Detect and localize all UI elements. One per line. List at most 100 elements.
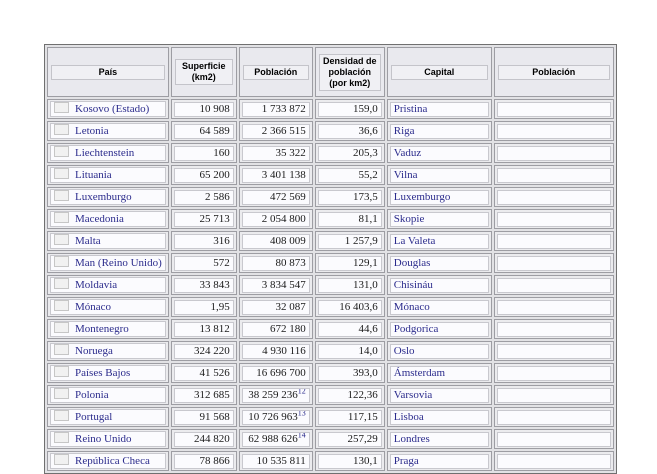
densidad-value: 205,3 (317, 145, 382, 161)
capital-cell: Luxemburgo (386, 187, 492, 207)
country-link[interactable]: Letonia (75, 125, 109, 137)
country-link[interactable]: Países Bajos (75, 367, 131, 379)
capital-link[interactable]: La Valeta (393, 234, 436, 247)
capital-cell: Podgorica (386, 319, 492, 339)
superficie-value: 316 (173, 233, 234, 249)
column-header-capital-label: Capital (390, 64, 488, 80)
table-row: Países Bajos 41 526 16 696 700 393,0 Áms… (47, 363, 614, 383)
capital-link[interactable]: Ámsterdam (393, 366, 446, 379)
poblacion-value: 2 366 515 (241, 123, 310, 139)
superficie-value: 160 (173, 145, 234, 161)
country-link[interactable]: Macedonia (75, 213, 124, 225)
capital-cell: Skopie (386, 209, 492, 229)
table-row: Macedonia 25 713 2 054 800 81,1 Skopie (47, 209, 614, 229)
poblacion2-cell (493, 275, 614, 295)
poblacion2-value (496, 343, 611, 359)
capital-link[interactable]: Pristina (393, 102, 428, 115)
capital-link[interactable]: Lisboa (393, 410, 424, 423)
country-link[interactable]: Luxemburgo (75, 191, 132, 203)
capital-link[interactable]: Oslo (393, 344, 415, 357)
capital-link[interactable]: Riga (393, 124, 415, 137)
capital-cell: Lisboa (386, 407, 492, 427)
pais-cell: República Checa (47, 451, 169, 471)
poblacion-number: 672 180 (270, 322, 306, 335)
capital-link[interactable]: Vilna (393, 168, 418, 181)
densidad-cell: 131,0 (314, 275, 385, 295)
poblacion-cell: 62 988 62614 (238, 429, 313, 449)
poblacion2-value (496, 167, 611, 183)
poblacion2-value (496, 255, 611, 271)
poblacion-number: 10 726 963 (248, 410, 298, 423)
country-link[interactable]: Noruega (75, 345, 113, 357)
superficie-cell: 33 843 (170, 275, 237, 295)
capital-cell: Chisináu (386, 275, 492, 295)
densidad-value: 44,6 (317, 321, 382, 337)
country-link[interactable]: Montenegro (75, 323, 129, 335)
country-link[interactable]: República Checa (75, 455, 150, 467)
capital-link[interactable]: Luxemburgo (393, 190, 451, 203)
country-link[interactable]: Polonia (75, 389, 109, 401)
country-link[interactable]: Liechtenstein (75, 147, 135, 159)
capital-link[interactable]: Vaduz (393, 146, 422, 159)
country-link[interactable]: Portugal (75, 411, 113, 423)
densidad-value: 16 403,6 (317, 299, 382, 315)
footnote-ref-link[interactable]: 12 (297, 387, 306, 395)
poblacion-cell: 10 535 811 (238, 451, 313, 471)
capital-link[interactable]: Londres (393, 432, 430, 445)
country-link[interactable]: Mónaco (75, 301, 112, 313)
table-row: Polonia 312 685 38 259 23612 122,36 Vars… (47, 385, 614, 405)
country-link[interactable]: Lituania (75, 169, 112, 181)
capital-link[interactable]: Varsovia (393, 388, 433, 401)
flag-icon (54, 344, 69, 355)
footnote-ref-link[interactable]: 14 (297, 431, 306, 439)
densidad-cell: 122,36 (314, 385, 385, 405)
capital-cell: Mónaco (386, 297, 492, 317)
poblacion2-cell (493, 187, 614, 207)
poblacion-value: 3 401 138 (241, 167, 310, 183)
capital-cell: Oslo (386, 341, 492, 361)
densidad-cell: 1 257,9 (314, 231, 385, 251)
table-row: Montenegro 13 812 672 180 44,6 Podgorica (47, 319, 614, 339)
table-row: Mónaco 1,95 32 087 16 403,6 Mónaco (47, 297, 614, 317)
densidad-cell: 36,6 (314, 121, 385, 141)
flag-icon (54, 190, 69, 201)
poblacion2-value (496, 101, 611, 117)
country-link[interactable]: Malta (75, 235, 101, 247)
superficie-cell: 1,95 (170, 297, 237, 317)
superficie-value: 65 200 (173, 167, 234, 183)
capital-link[interactable]: Mónaco (393, 300, 430, 313)
densidad-cell: 117,15 (314, 407, 385, 427)
superficie-cell: 65 200 (170, 165, 237, 185)
country-link[interactable]: Kosovo (Estado) (75, 103, 150, 115)
superficie-value: 1,95 (173, 299, 234, 315)
poblacion-value: 62 988 62614 (241, 431, 310, 447)
capital-link[interactable]: Skopie (393, 212, 425, 225)
capital-cell: Londres (386, 429, 492, 449)
poblacion2-cell (493, 297, 614, 317)
country-link[interactable]: Moldavia (75, 279, 118, 291)
column-header-poblacion-label: Población (242, 64, 309, 80)
capital-link[interactable]: Praga (393, 454, 419, 467)
poblacion-number: 16 696 700 (256, 366, 306, 379)
poblacion-cell: 10 726 96313 (238, 407, 313, 427)
capital-cell: Praga (386, 451, 492, 471)
footnote-ref-link[interactable]: 13 (297, 409, 306, 417)
superficie-value: 10 908 (173, 101, 234, 117)
poblacion2-cell (493, 407, 614, 427)
country-link[interactable]: Reino Unido (75, 433, 132, 445)
capital-link[interactable]: Douglas (393, 256, 431, 269)
country-link[interactable]: Man (Reino Unido) (75, 257, 162, 269)
poblacion-number: 35 322 (275, 146, 306, 159)
poblacion2-value (496, 365, 611, 381)
column-header-pais: País (47, 47, 169, 97)
poblacion-value: 1 733 872 (241, 101, 310, 117)
densidad-value: 1 257,9 (317, 233, 382, 249)
flag-icon (54, 124, 69, 135)
capital-link[interactable]: Podgorica (393, 322, 439, 335)
capital-link[interactable]: Chisináu (393, 278, 433, 291)
superficie-cell: 91 568 (170, 407, 237, 427)
poblacion2-cell (493, 319, 614, 339)
poblacion-value: 672 180 (241, 321, 310, 337)
poblacion2-value (496, 409, 611, 425)
poblacion2-value (496, 277, 611, 293)
